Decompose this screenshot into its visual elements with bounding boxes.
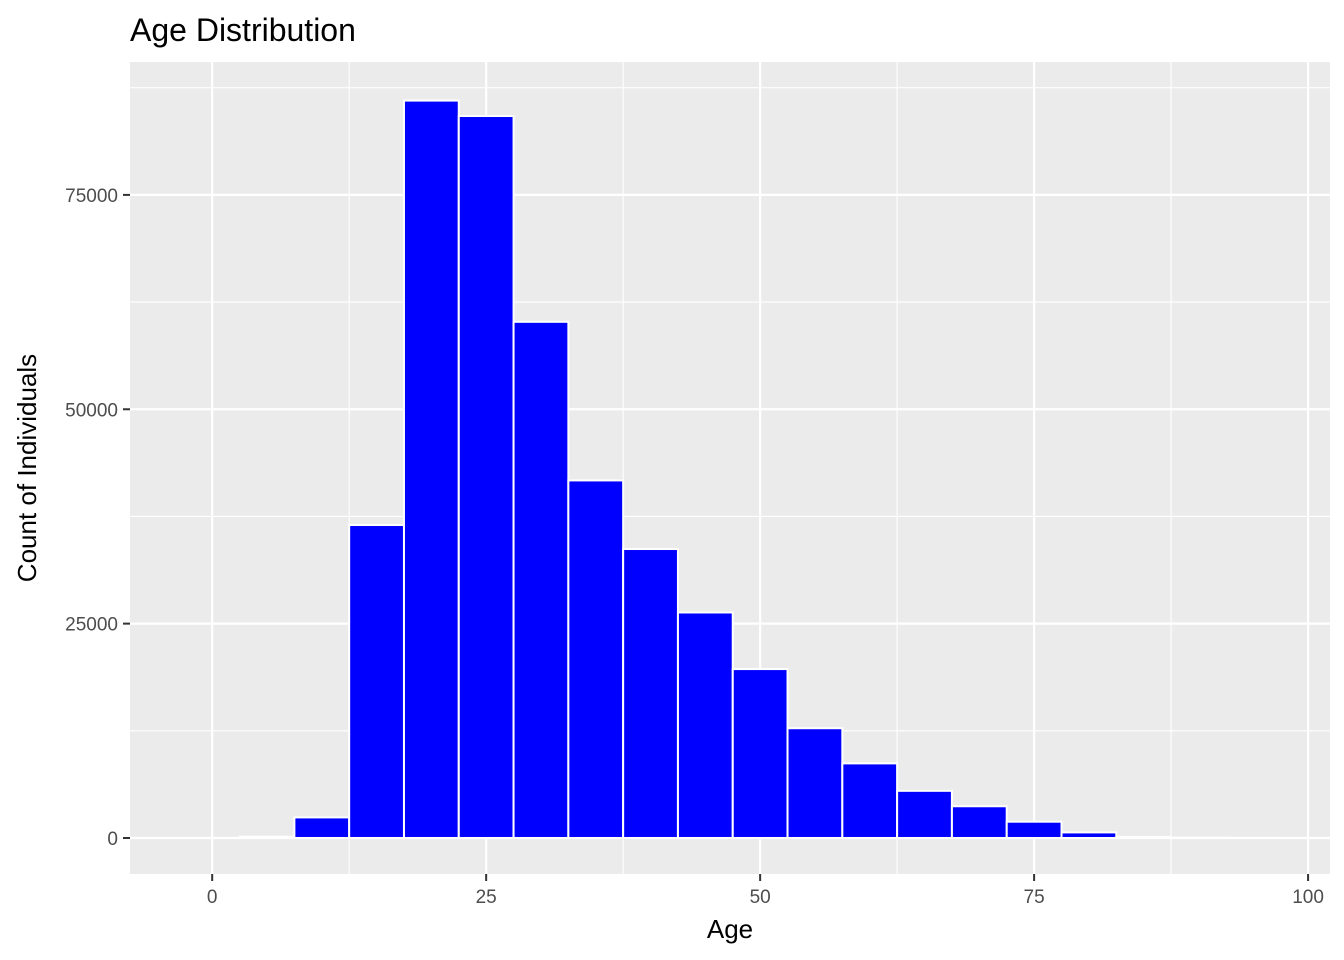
histogram-bar [293, 816, 351, 839]
histogram-bar [786, 727, 844, 839]
histogram-bar [512, 320, 570, 839]
y-tick-label: 75000 [65, 186, 118, 207]
x-axis: 0 25 50 75 100 [207, 874, 1324, 908]
histogram-bar [731, 668, 789, 839]
histogram-bars [238, 99, 1282, 839]
y-axis: 0 25000 50000 75000 [65, 186, 130, 850]
histogram-bar [567, 479, 625, 839]
histogram-bar [622, 548, 679, 839]
histogram-bar [348, 524, 405, 839]
histogram-bar [457, 115, 515, 839]
x-tick-label: 0 [207, 887, 218, 908]
histogram-bar [1060, 831, 1118, 839]
y-axis-label: Count of Individuals [12, 354, 42, 582]
chart-title: Age Distribution [130, 12, 356, 48]
y-tick-label: 25000 [65, 615, 118, 636]
histogram-bar [896, 789, 953, 839]
histogram-bar [841, 762, 899, 839]
y-tick-label: 0 [107, 829, 118, 850]
minor-grid [130, 62, 1330, 874]
x-tick-label: 100 [1292, 887, 1324, 908]
histogram-bar [950, 805, 1008, 839]
histogram-bar [676, 611, 734, 839]
histogram-bar [1005, 820, 1063, 839]
histogram-bar [238, 835, 296, 839]
x-tick-label: 25 [476, 887, 497, 908]
histogram-bar [402, 99, 460, 839]
y-tick-label: 50000 [65, 400, 118, 421]
histogram-bar [1115, 835, 1173, 839]
x-tick-label: 50 [750, 887, 771, 908]
x-tick-label: 75 [1024, 887, 1045, 908]
x-axis-label: Age [707, 914, 753, 944]
